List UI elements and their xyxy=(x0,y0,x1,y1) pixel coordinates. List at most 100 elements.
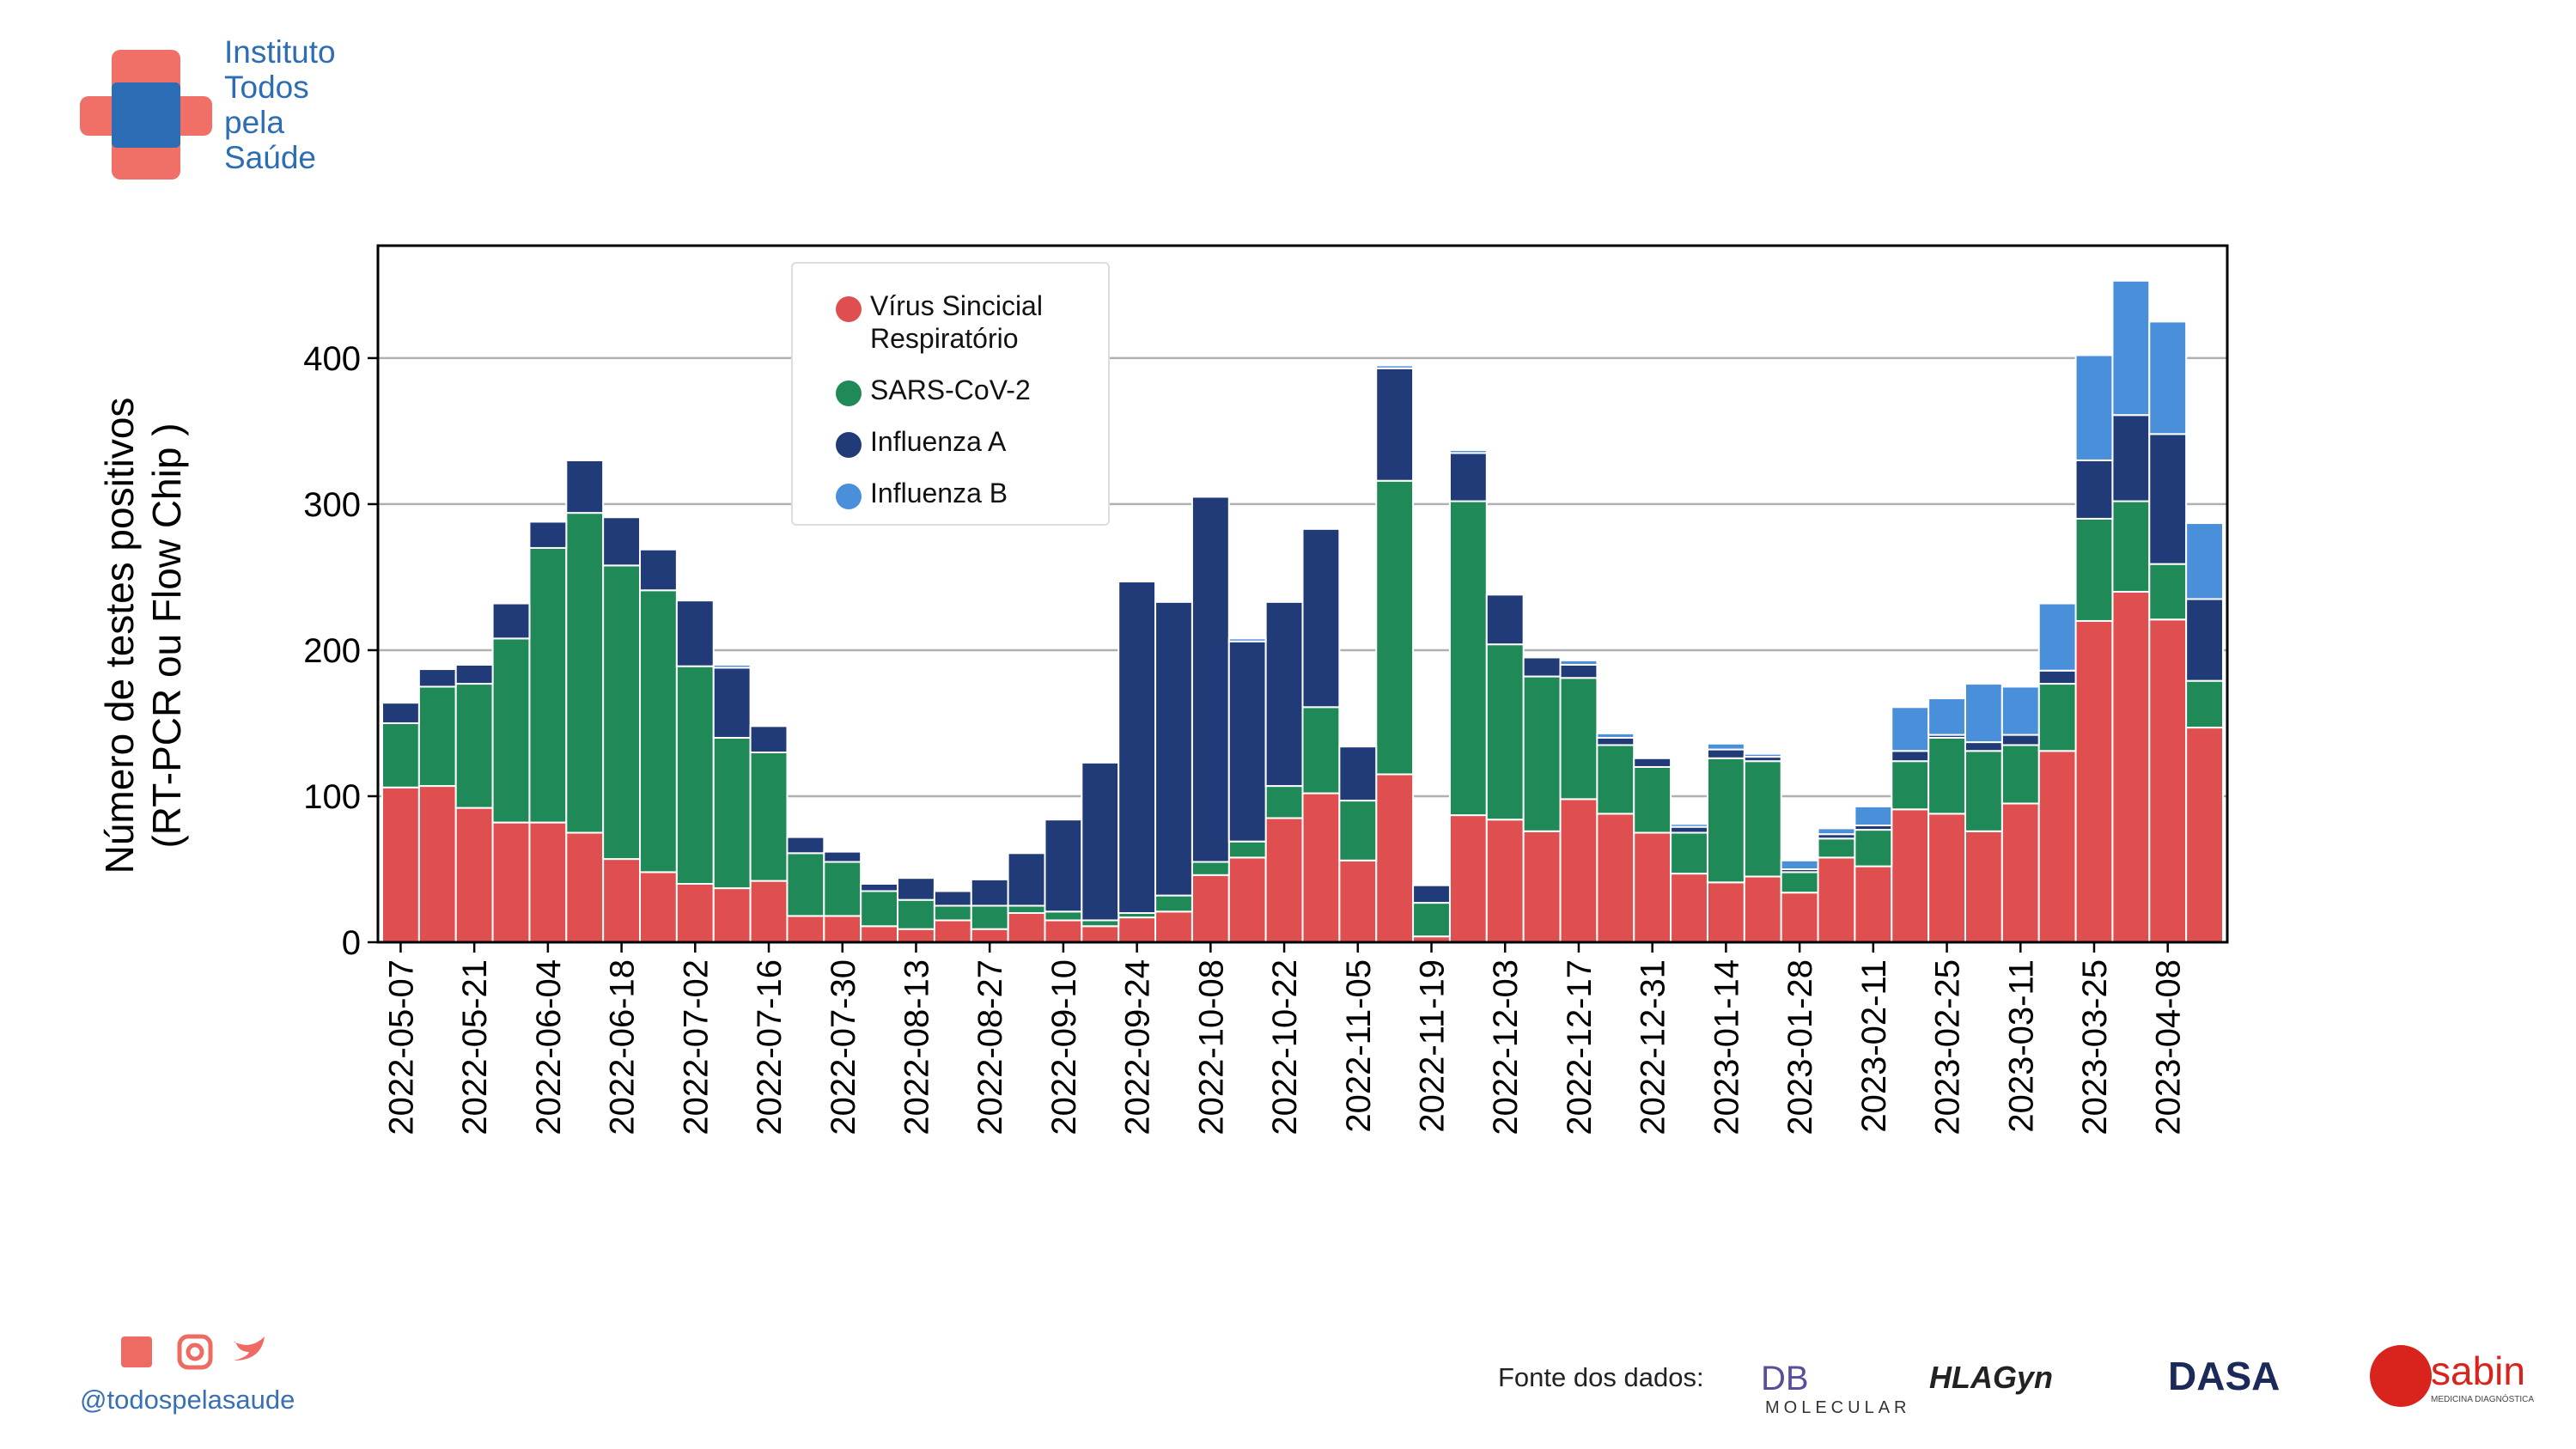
bar-segment xyxy=(2148,320,2188,435)
bar-segment xyxy=(1559,677,1599,801)
bar-segment xyxy=(712,663,752,669)
x-tick-label: 2022-08-27 xyxy=(971,959,1009,1135)
bar-segment xyxy=(1743,760,1782,878)
partner-logo: DB xyxy=(1761,1360,1809,1397)
bar-segment xyxy=(1044,819,1083,913)
bar-segment xyxy=(1596,736,1635,746)
plot-frame xyxy=(376,244,2229,944)
x-tick-label: 2022-11-19 xyxy=(1414,959,1452,1133)
bar-segment xyxy=(1485,819,1525,943)
bar-segment xyxy=(860,925,899,944)
legend-item: Influenza A xyxy=(836,425,1076,458)
partner-logo: sabin xyxy=(2431,1349,2525,1393)
bar-segment xyxy=(528,519,568,523)
x-tick-label: 2022-06-04 xyxy=(530,959,568,1135)
bar-segment xyxy=(1854,865,1893,944)
bar-segment xyxy=(1817,837,1856,859)
bar-segment xyxy=(1780,871,1819,894)
bar-segment xyxy=(823,850,862,863)
x-tick-label: 2022-07-30 xyxy=(825,959,862,1135)
y-tick-label: 0 xyxy=(342,924,361,962)
bar-segment xyxy=(454,683,494,809)
bar-segment xyxy=(749,751,789,882)
bar-segment xyxy=(970,904,1009,930)
bar-segment xyxy=(2037,750,2077,943)
bar-segment xyxy=(2001,744,2040,805)
bar-segment xyxy=(1448,449,1488,454)
bar-segment xyxy=(1596,732,1635,739)
bar-segment xyxy=(381,702,420,724)
x-tick-label: 2022-06-18 xyxy=(604,959,642,1135)
bar-segment xyxy=(1670,825,1708,834)
legend-label: Influenza A xyxy=(870,426,1007,457)
bar-segment xyxy=(2037,602,2077,672)
bar-segment xyxy=(675,665,715,885)
sabin-mark xyxy=(2370,1345,2432,1407)
bar-segment xyxy=(1044,919,1083,943)
bar-segment xyxy=(1338,800,1378,861)
bar-segment xyxy=(491,637,531,824)
logo-text: pela xyxy=(224,105,284,140)
bar-segment xyxy=(1817,827,1856,836)
bar-segment xyxy=(1559,663,1599,679)
legend-label: SARS-CoV-2 xyxy=(870,374,1031,405)
bar-segment xyxy=(1007,852,1046,907)
bar-segment xyxy=(1633,831,1672,943)
bar-segment xyxy=(823,915,862,944)
x-tick-label: 2022-11-05 xyxy=(1340,959,1378,1133)
bar-segment xyxy=(528,546,568,824)
bar-segment xyxy=(1780,892,1819,943)
bar-segment xyxy=(1227,856,1267,943)
logo-text: Saúde xyxy=(224,140,316,175)
bar-segment xyxy=(1264,817,1304,943)
bar-segment xyxy=(970,878,1009,907)
bar-segment xyxy=(381,721,420,788)
bar-segment xyxy=(1670,873,1708,943)
bar-segment xyxy=(1227,640,1267,843)
bar-segment xyxy=(1264,600,1304,788)
bar-segment xyxy=(454,663,494,685)
bar-segment xyxy=(1522,675,1562,832)
x-tick-label: 2023-04-08 xyxy=(2150,959,2188,1135)
y-tick-label: 100 xyxy=(303,778,361,816)
bar-segment xyxy=(1154,600,1193,897)
bar-segment xyxy=(1964,830,2003,943)
bar-segment xyxy=(933,904,972,922)
bar-segment xyxy=(2111,500,2151,593)
bar-segment xyxy=(1081,919,1120,928)
bar-segment xyxy=(1412,902,1451,938)
bar-segment xyxy=(1891,808,1930,944)
x-tick-label: 2022-12-31 xyxy=(1635,959,1672,1135)
x-tick-label: 2022-07-16 xyxy=(751,959,789,1135)
bar-segment xyxy=(2148,618,2188,943)
bar-segment xyxy=(1044,910,1083,922)
x-tick-label: 2022-08-13 xyxy=(898,959,935,1135)
logo-text: Instituto xyxy=(224,34,336,70)
bar-segment xyxy=(2074,354,2114,461)
social-icons xyxy=(121,1334,265,1370)
bar-segment xyxy=(2185,598,2224,682)
bar-segment xyxy=(1559,659,1599,666)
bar-segment xyxy=(823,861,862,917)
bar-segment xyxy=(1485,594,1525,646)
bar-segment xyxy=(1743,875,1782,943)
source-label: Fonte dos dados: xyxy=(1498,1362,1704,1392)
partner-logo: DASA xyxy=(2168,1354,2280,1398)
bar-segment xyxy=(1927,697,1966,736)
legend-item: Influenza B xyxy=(836,477,1076,509)
x-tick-label: 2023-02-25 xyxy=(1929,959,1967,1135)
x-tick-label: 2023-01-28 xyxy=(1781,959,1819,1135)
bar-segment xyxy=(1964,741,2003,752)
bar-segment xyxy=(1375,367,1415,482)
logo-text: Todos xyxy=(224,70,309,105)
partner-logo: MEDICINA DIAGNÓSTICA xyxy=(2431,1393,2534,1404)
bar-segment xyxy=(712,887,752,944)
bar-segment xyxy=(2148,563,2188,621)
bar-segment xyxy=(2111,414,2151,502)
bar-segment xyxy=(1154,910,1193,944)
bar-segment xyxy=(639,546,678,551)
bar-segment xyxy=(1670,823,1708,828)
x-tick-label: 2022-09-10 xyxy=(1045,959,1083,1135)
y-tick-label: 400 xyxy=(303,340,361,378)
